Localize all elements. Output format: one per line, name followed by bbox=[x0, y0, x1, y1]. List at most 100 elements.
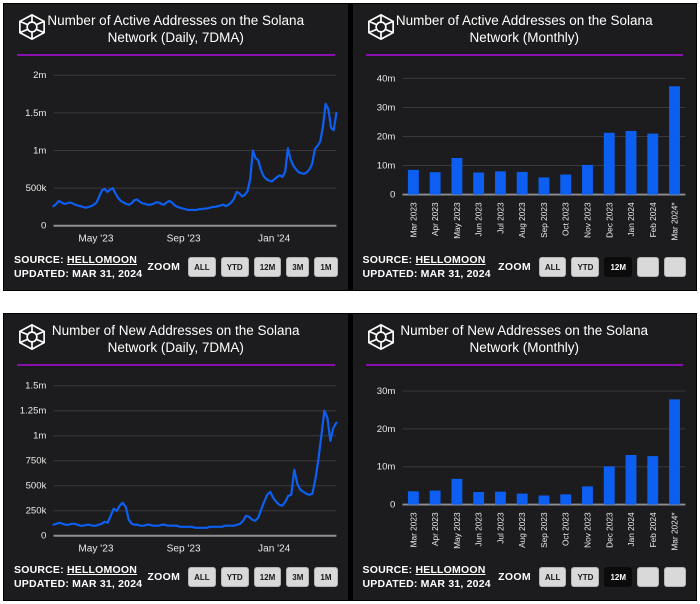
zoom-controls: ZOOM ALL YTD 12M 3M 1M bbox=[147, 257, 338, 278]
x-tick-label: Apr 2023 bbox=[430, 512, 440, 546]
zoom-button-12m[interactable]: 12M bbox=[604, 567, 632, 588]
zoom-button-all[interactable]: ALL bbox=[188, 567, 216, 588]
cube-logo-icon bbox=[17, 323, 47, 356]
y-tick-label: 10m bbox=[376, 460, 395, 471]
zoom-button-12m[interactable]: 12M bbox=[253, 567, 282, 588]
x-tick-label: May 2023 bbox=[451, 512, 461, 549]
x-tick-label: Mar 2023 bbox=[408, 512, 418, 547]
panel-footer: SOURCE: HELLOMOON UPDATED: MAR 31, 2024 … bbox=[4, 563, 348, 600]
x-tick-label: Dec 2023 bbox=[604, 512, 614, 548]
bar-chart-new-monthly: 30m 20m 10m 0 Mar 2023 Apr 2023 May 2023 Jun 20… bbox=[376, 385, 685, 550]
updated-text: UPDATED: MAR 31, 2024 bbox=[362, 268, 491, 281]
source-block: SOURCE: HELLOMOON UPDATED: MAR 31, 2024 bbox=[363, 563, 491, 592]
source-link[interactable]: HELLOMOON bbox=[66, 563, 137, 576]
y-tick-label: 10m bbox=[376, 159, 395, 170]
source-link[interactable]: HELLOMOON bbox=[66, 253, 137, 266]
zoom-button-3m[interactable]: 3M bbox=[286, 567, 310, 588]
panel-new-daily: Number of New Addresses on the Solana Ne… bbox=[4, 314, 348, 600]
source-label: SOURCE: bbox=[362, 563, 413, 576]
zoom-button-ytd[interactable]: YTD bbox=[220, 567, 249, 588]
updated-text: UPDATED: MAR 31, 2024 bbox=[362, 578, 491, 591]
zoom-button-ytd[interactable]: YTD bbox=[571, 567, 600, 588]
panel-title: Number of New Addresses on the Solana Ne… bbox=[51, 323, 300, 356]
x-tick-label: Jun 2023 bbox=[473, 202, 483, 236]
chart-area: 40m 30m 20m 10m 0 Mar 2023 Apr 2023 May 2023 Jun… bbox=[353, 58, 697, 253]
bar bbox=[516, 171, 528, 195]
zoom-button-3m[interactable] bbox=[637, 257, 659, 278]
bar bbox=[625, 454, 636, 505]
x-tick-label: May '23 bbox=[78, 233, 114, 244]
x-tick-label: Nov 2023 bbox=[582, 202, 592, 238]
y-tick-label: 0 bbox=[41, 529, 46, 540]
x-tick-label: Jun 2023 bbox=[473, 512, 483, 546]
zoom-controls: ZOOM ALL YTD 12M 3M 1M bbox=[147, 567, 338, 588]
panel-new-monthly: Number of New Addresses on the Solana Ne… bbox=[352, 314, 697, 600]
x-tick-label: Feb 2024 bbox=[647, 202, 657, 237]
x-tick-label: Jan '24 bbox=[258, 233, 291, 244]
updated-text: UPDATED: MAR 31, 2024 bbox=[14, 578, 143, 591]
y-tick-label: 750k bbox=[26, 454, 47, 465]
y-tick-label: 30m bbox=[376, 385, 395, 396]
bar bbox=[429, 490, 441, 505]
x-tick-label: Oct 2023 bbox=[560, 202, 570, 236]
zoom-button-ytd[interactable]: YTD bbox=[571, 257, 600, 278]
cube-logo-icon bbox=[17, 13, 47, 46]
x-tick-label: Feb 2024 bbox=[647, 512, 657, 547]
bar bbox=[450, 157, 462, 195]
accent-divider bbox=[17, 53, 335, 56]
bar bbox=[668, 85, 680, 195]
zoom-label: ZOOM bbox=[147, 261, 181, 274]
bar bbox=[646, 455, 658, 505]
zoom-button-all[interactable]: ALL bbox=[188, 257, 216, 278]
bar bbox=[472, 491, 484, 505]
x-tick-label: Aug 2023 bbox=[517, 512, 527, 548]
zoom-button-1m[interactable]: 1M bbox=[314, 567, 338, 588]
zoom-button-all[interactable]: ALL bbox=[538, 257, 567, 278]
cube-logo-icon bbox=[366, 13, 396, 46]
panel-active-daily: Number of Active Addresses on the Solana… bbox=[4, 4, 348, 290]
accent-divider bbox=[17, 363, 335, 366]
zoom-button-1m[interactable] bbox=[664, 567, 686, 588]
panel-header: Number of New Addresses on the Solana Ne… bbox=[353, 314, 697, 359]
x-tick-label: Sep 2023 bbox=[538, 512, 548, 548]
panel-header: Number of New Addresses on the Solana Ne… bbox=[4, 314, 348, 359]
chart-area: 30m 20m 10m 0 Mar 2023 Apr 2023 May 2023 Jun 20… bbox=[353, 368, 697, 563]
zoom-button-3m[interactable] bbox=[637, 567, 659, 588]
zoom-button-12m[interactable]: 12M bbox=[604, 257, 632, 278]
line-chart-new-daily: 1.5m 1.25m 1m 750k 500k 250k 0 May '23 Sep '23 Ja… bbox=[20, 379, 338, 554]
updated-text: UPDATED: MAR 31, 2024 bbox=[14, 268, 143, 281]
panel-header: Number of Active Addresses on the Solana… bbox=[4, 4, 348, 49]
source-link[interactable]: HELLOMOON bbox=[415, 563, 486, 576]
zoom-button-3m[interactable]: 3M bbox=[286, 257, 310, 278]
bar bbox=[668, 398, 680, 505]
x-tick-label: Jul 2023 bbox=[495, 202, 505, 234]
cube-logo-icon bbox=[366, 323, 396, 356]
source-label: SOURCE: bbox=[14, 563, 64, 576]
x-tick-label: Nov 2023 bbox=[582, 512, 592, 548]
y-tick-label: 2m bbox=[33, 69, 46, 80]
panel-header: Number of Active Addresses on the Solana… bbox=[353, 4, 697, 49]
y-tick-label: 0 bbox=[390, 498, 395, 509]
line-series bbox=[52, 409, 338, 529]
zoom-button-all[interactable]: ALL bbox=[538, 567, 567, 588]
panel-footer: SOURCE: HELLOMOON UPDATED: MAR 31, 2024 … bbox=[4, 253, 348, 290]
bar bbox=[559, 174, 571, 195]
source-link[interactable]: HELLOMOON bbox=[415, 253, 486, 266]
bar bbox=[559, 493, 571, 505]
bar bbox=[516, 493, 528, 505]
zoom-button-12m[interactable]: 12M bbox=[253, 257, 282, 278]
y-tick-label: 20m bbox=[376, 423, 395, 434]
bar bbox=[450, 478, 462, 505]
zoom-button-1m[interactable] bbox=[664, 257, 686, 278]
x-tick-label: Sep '23 bbox=[167, 233, 201, 244]
zoom-button-ytd[interactable]: YTD bbox=[220, 257, 249, 278]
chart-area: 2m 1.5m 1m 500k 0 May '23 Sep '23 Jan '24 bbox=[4, 58, 348, 253]
zoom-button-1m[interactable]: 1M bbox=[314, 257, 338, 278]
bar bbox=[581, 164, 593, 195]
x-tick-label: Jul 2023 bbox=[495, 512, 505, 544]
x-tick-label: May 2023 bbox=[451, 202, 461, 239]
bar bbox=[472, 172, 484, 195]
x-tick-label: Mar 2023 bbox=[408, 202, 418, 237]
chart-area: 1.5m 1.25m 1m 750k 500k 250k 0 May '23 Sep '23 Ja… bbox=[4, 368, 348, 563]
